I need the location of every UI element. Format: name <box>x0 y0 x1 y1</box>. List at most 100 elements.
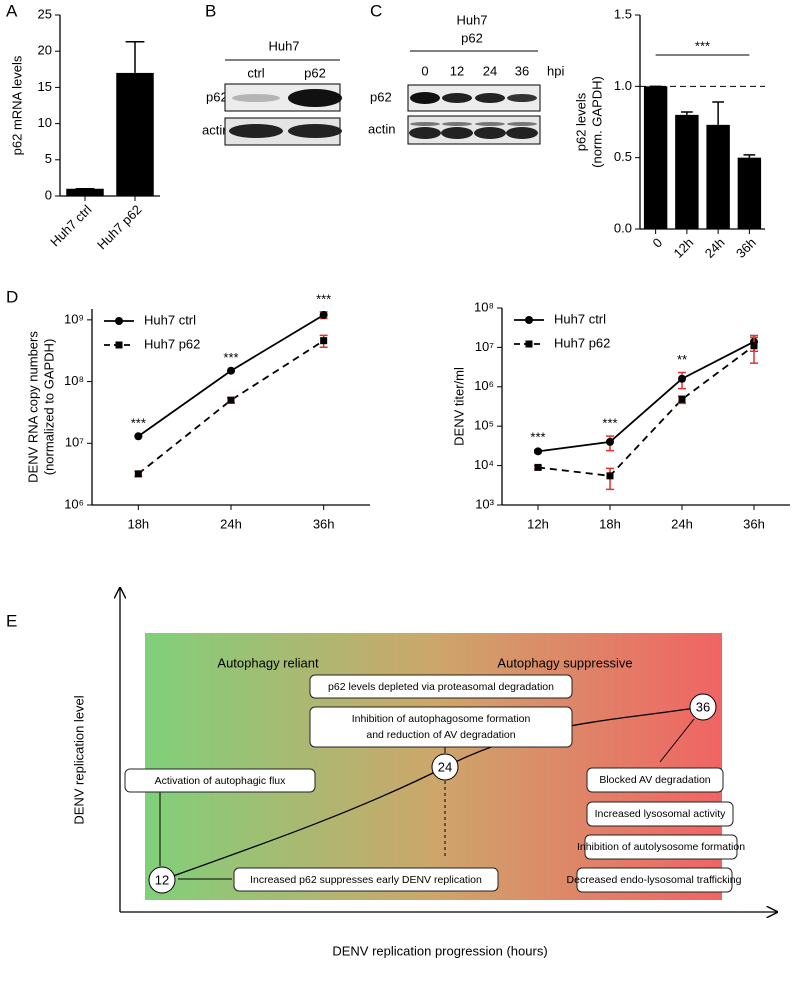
band <box>409 127 441 139</box>
y-tick-label: 0.0 <box>614 220 632 235</box>
y-tick-label: 10⁸ <box>64 373 84 388</box>
marker <box>678 395 686 403</box>
x-tick-label: 18h <box>127 516 149 531</box>
box-text: p62 levels depleted via proteasomal degr… <box>328 681 554 693</box>
y-tick-label: 10 <box>38 115 52 130</box>
x-tick-label: 24h <box>220 516 242 531</box>
legend-label: Huh7 p62 <box>144 336 200 351</box>
blot-b: Huh7 ctrl p62 p62 actin <box>202 38 342 146</box>
time-node <box>689 693 717 721</box>
box-text: Increased p62 suppresses early DENV repl… <box>250 874 482 886</box>
marker <box>606 437 614 446</box>
marker <box>227 396 235 404</box>
y-tick-label: 1.5 <box>614 6 632 21</box>
legend-label: Huh7 ctrl <box>554 311 606 326</box>
y-tick-label: 10⁵ <box>474 418 494 433</box>
band <box>507 94 537 102</box>
diagram: DENV replication level DENV replication … <box>71 588 777 958</box>
box <box>584 834 738 860</box>
y-axis-label: p62 levels <box>573 92 588 151</box>
error-bar <box>125 41 145 73</box>
blot-title: p62 <box>461 30 483 45</box>
bar <box>706 124 730 229</box>
significance-label: *** <box>316 291 331 306</box>
band <box>475 122 505 126</box>
row-label: actin <box>368 121 395 136</box>
error-bar <box>681 111 693 115</box>
legend-label: Huh7 ctrl <box>144 312 196 327</box>
band <box>410 92 440 104</box>
y-tick-label: 10⁶ <box>474 378 494 393</box>
row-label: p62 <box>370 89 392 104</box>
x-axis-label: DENV replication progression (hours) <box>332 943 547 958</box>
band <box>442 122 472 126</box>
x-tick-label: 18h <box>599 516 621 531</box>
box-text: Blocked AV degradation <box>599 774 710 786</box>
marker <box>606 472 614 480</box>
y-axis-label: (norm. GAPDH) <box>589 76 604 168</box>
y-axis-label: (normalized to GAPDH) <box>41 339 56 476</box>
row-label: actin <box>202 122 229 137</box>
y-tick-label: 10⁴ <box>474 457 494 472</box>
lane-label: 36 <box>515 63 529 78</box>
legend-marker <box>115 341 123 349</box>
y-tick-label: 25 <box>38 6 52 21</box>
node-label: 24 <box>438 759 452 774</box>
blot-c: Huh7 p62 0 12 24 36 hpi p62 actin <box>368 12 564 145</box>
lane-label: ctrl <box>247 65 264 80</box>
significance-label: *** <box>695 38 710 53</box>
bar <box>643 86 668 229</box>
box <box>309 706 573 748</box>
error-bar <box>750 336 758 364</box>
x-tick-label: 0 <box>649 235 665 251</box>
node-label: 12 <box>155 872 169 887</box>
significance-label: *** <box>602 416 617 431</box>
legend-label: Huh7 p62 <box>554 335 610 350</box>
significance-label: *** <box>223 350 238 365</box>
series-line <box>137 339 325 475</box>
y-tick-label: 1.0 <box>614 78 632 93</box>
x-tick-label: 24h <box>702 235 728 261</box>
significance-label: *** <box>530 429 545 444</box>
y-tick-label: 10⁹ <box>64 311 84 326</box>
band <box>229 124 283 138</box>
bar <box>675 114 699 229</box>
x-tick-label: Huh7 ctrl <box>47 202 94 249</box>
legend-marker <box>525 340 533 348</box>
blot-title: Huh7 <box>456 12 487 27</box>
box <box>124 768 316 793</box>
marker <box>678 374 686 383</box>
box <box>586 767 724 793</box>
row-label: p62 <box>206 89 228 104</box>
y-tick-label: 0 <box>45 187 52 202</box>
box <box>233 867 499 892</box>
band <box>506 127 538 139</box>
bar <box>66 188 104 196</box>
y-axis-label: p62 mRNA levels <box>9 55 24 155</box>
band <box>288 124 342 138</box>
x-tick-label: 36h <box>313 516 335 531</box>
x-tick-label: 36h <box>743 516 765 531</box>
time-node <box>431 753 459 781</box>
band <box>441 127 473 139</box>
legend-marker <box>525 316 533 324</box>
box-text: Activation of autophagic flux <box>155 775 286 787</box>
y-axis-label: DENV RNA copy numbers <box>25 331 40 483</box>
band <box>288 89 342 107</box>
marker <box>750 342 758 350</box>
band <box>474 127 506 139</box>
box-text: Increased lysosomal activity <box>595 808 726 820</box>
band <box>475 93 505 103</box>
series-line <box>537 340 755 453</box>
panel-letter: A <box>6 1 18 20</box>
y-tick-label: 0.5 <box>614 149 632 164</box>
box-text: Inhibition of autolysosome formation <box>577 841 745 853</box>
y-tick-label: 5 <box>45 151 52 166</box>
lane-label: 0 <box>421 63 428 78</box>
y-tick-label: 10⁷ <box>475 339 494 354</box>
panel-letter: C <box>370 1 382 20</box>
error-bar <box>743 154 756 158</box>
marker <box>319 310 328 319</box>
bar <box>116 72 154 196</box>
